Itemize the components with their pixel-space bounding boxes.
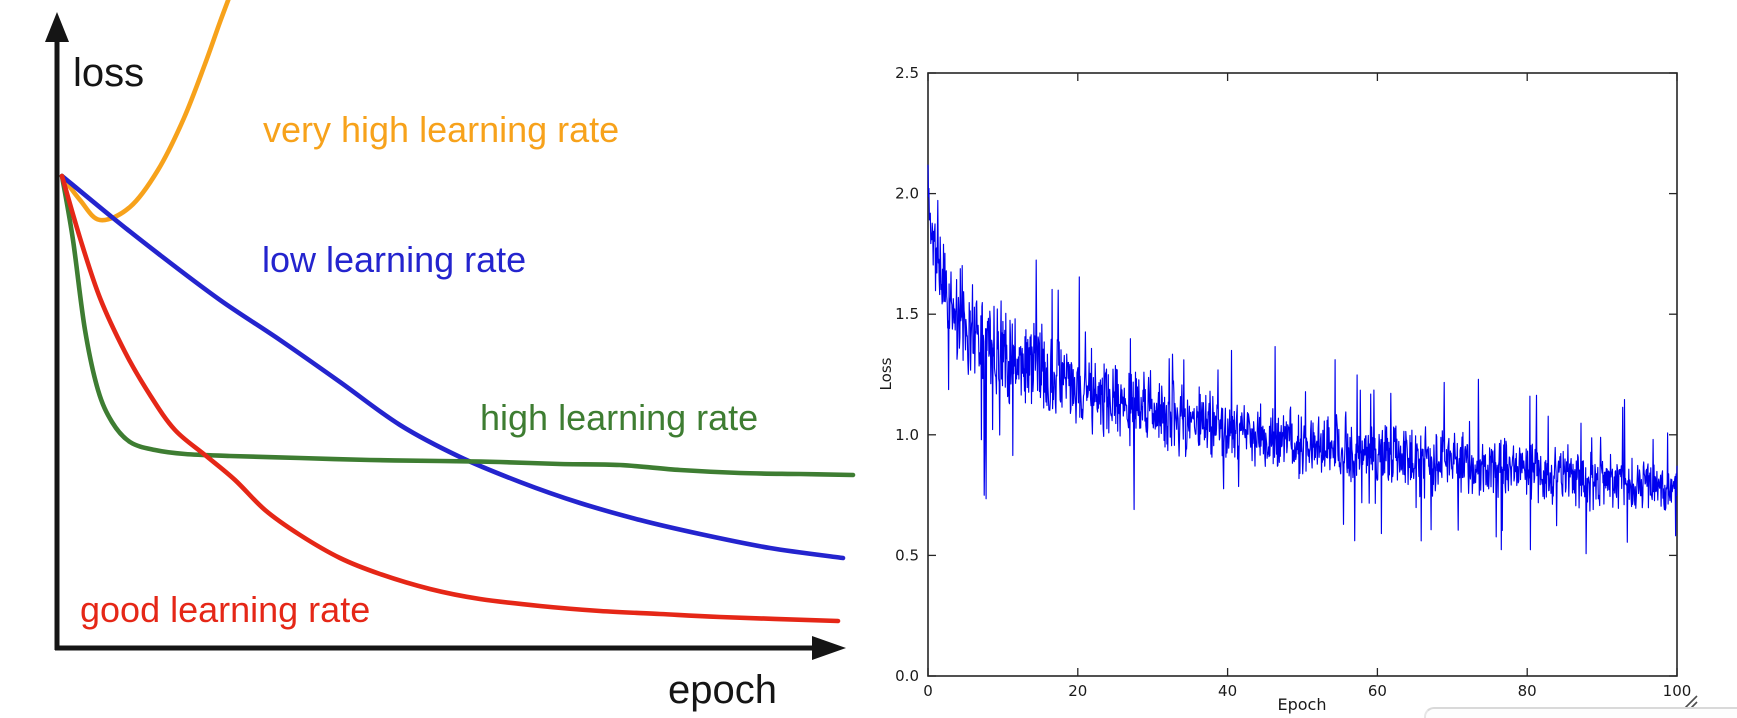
learning-rate-curve-labels: very high learning rate low learning rate… <box>80 109 758 630</box>
y-tick-label: 1.0 <box>895 426 919 444</box>
training-loss-plot-area: 0 20 40 60 80 100 0.0 0.5 1.0 1.5 2.0 2.5 <box>895 64 1691 700</box>
y-tick-label: 0.0 <box>895 667 919 685</box>
y-tick-label: 0.5 <box>895 546 919 564</box>
loss-curve <box>927 164 1678 555</box>
learning-rate-diagram: very high learning rate low learning rate… <box>45 0 856 712</box>
left-y-axis-arrowhead-icon <box>45 12 69 42</box>
x-tick-label: 20 <box>1068 682 1087 700</box>
right-ylabel: Loss <box>877 357 895 390</box>
x-tick-label: 0 <box>923 682 933 700</box>
left-ylabel: loss <box>73 51 144 95</box>
right-xlabel: Epoch <box>1278 695 1327 714</box>
x-tick-label: 80 <box>1518 682 1537 700</box>
curve-good-learning-rate <box>59 173 841 624</box>
x-tick-label: 100 <box>1663 682 1692 700</box>
x-tick-label: 60 <box>1368 682 1387 700</box>
curve-high-learning-rate <box>59 173 856 478</box>
x-tick-label: 40 <box>1218 682 1237 700</box>
curve-very-high-learning-rate <box>59 0 231 223</box>
y-tick-label: 2.5 <box>895 64 919 82</box>
label-low-learning-rate: low learning rate <box>262 239 526 280</box>
label-good-learning-rate: good learning rate <box>80 589 370 630</box>
curve-low-learning-rate <box>59 173 846 561</box>
bottom-panel-edge <box>1424 707 1737 718</box>
label-high-learning-rate: high learning rate <box>480 397 758 438</box>
left-x-axis-arrowhead-icon <box>812 636 846 660</box>
learning-rate-curves <box>59 0 856 624</box>
left-xlabel: epoch <box>668 668 777 712</box>
y-tick-label: 1.5 <box>895 305 919 323</box>
training-loss-plot: 0 20 40 60 80 100 0.0 0.5 1.0 1.5 2.0 2.5 Loss Epoc… <box>877 64 1698 714</box>
y-tick-label: 2.0 <box>895 185 919 203</box>
label-very-high-learning-rate: very high learning rate <box>263 109 619 150</box>
plot-frame <box>927 72 1678 677</box>
